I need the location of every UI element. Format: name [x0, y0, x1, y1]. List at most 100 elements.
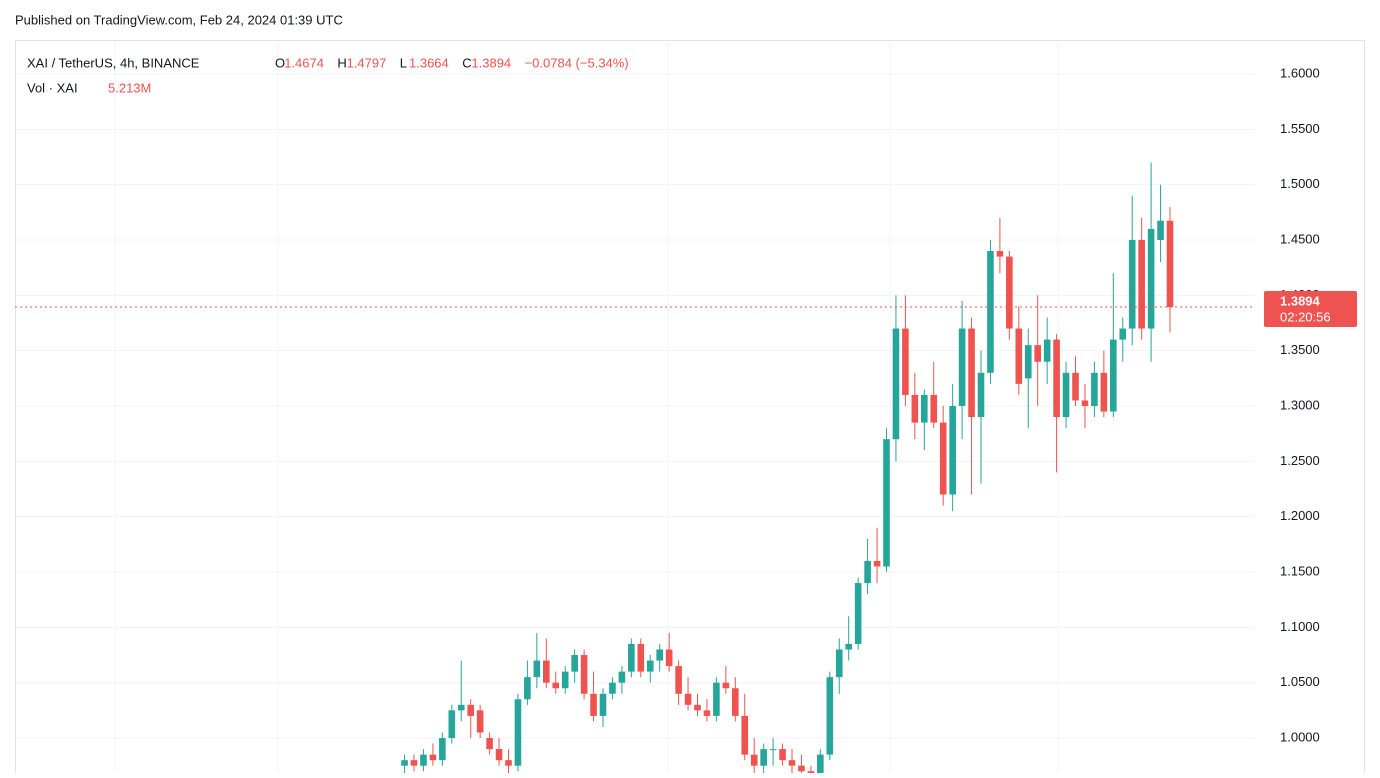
candle-body [1166, 220, 1174, 308]
candle-body [996, 251, 1004, 257]
publish-note: Published on TradingView.com, Feb 24, 20… [15, 12, 343, 27]
candle-body [713, 682, 720, 716]
candle-body [1024, 345, 1032, 379]
candle-body [1034, 345, 1041, 362]
candle-body [505, 760, 512, 766]
candle-body [883, 439, 890, 567]
candle-body [722, 682, 730, 689]
candle-body [495, 749, 503, 761]
candle-body [533, 660, 541, 678]
y-tick-label: 1.5500 [1280, 121, 1320, 136]
y-tick-label: 1.0000 [1280, 729, 1320, 744]
y-tick-label: 1.2000 [1280, 508, 1320, 523]
ohlc-key: L [400, 55, 407, 70]
countdown: 02:20:56 [1280, 309, 1331, 324]
candle-body [694, 704, 701, 711]
candle-body [732, 688, 739, 716]
candle-body [656, 649, 663, 661]
candle-body [599, 693, 607, 716]
candle-body [939, 422, 947, 495]
candle-body [646, 660, 654, 672]
candle-body [675, 666, 682, 694]
candle-body [410, 760, 418, 766]
candle-body [1053, 339, 1060, 418]
candle-body [1006, 256, 1013, 329]
candle-body [958, 328, 966, 407]
candle-body [1147, 228, 1155, 329]
ohlc-key: C [462, 55, 471, 70]
candle-body [826, 677, 834, 755]
candle-body [807, 771, 815, 773]
last-price-label: 1.3894 [1280, 293, 1321, 308]
candle-body [486, 738, 493, 750]
candle-body [779, 749, 786, 761]
candle-body [1100, 372, 1108, 412]
candle-body [429, 754, 437, 761]
ohlc-key: O [275, 55, 285, 70]
ohlc-value: 1.4674 [284, 55, 324, 70]
y-tick-label: 1.1000 [1280, 619, 1320, 634]
ohlc-value: 1.3664 [409, 55, 449, 70]
y-tick-label: 1.1500 [1280, 563, 1320, 578]
y-tick-label: 1.0500 [1280, 674, 1320, 689]
candle-body [476, 710, 484, 733]
candle-body [921, 394, 928, 423]
candle-body [968, 328, 975, 418]
candle-body [750, 754, 758, 766]
candle-body [580, 655, 588, 694]
legend: XAI / TetherUS, 4h, BINANCE Vol · XAI 5.… [27, 55, 629, 95]
y-tick-label: 1.4500 [1280, 231, 1320, 246]
candle-body [741, 715, 749, 755]
candle-body [401, 760, 408, 766]
change: −0.0784 (−5.34%) [525, 55, 629, 70]
candle-body [902, 328, 909, 395]
candle-body [561, 671, 569, 689]
candle-body [448, 710, 456, 739]
candle-body [703, 710, 711, 716]
candle-body [628, 643, 635, 672]
candle-body [665, 649, 673, 667]
candles [15, 162, 1255, 773]
candle-body [835, 649, 843, 678]
candle-body [1128, 239, 1136, 329]
candle-body [467, 704, 474, 716]
y-tick-label: 1.3500 [1280, 342, 1320, 357]
candle-body [1072, 372, 1079, 401]
candle-body [977, 372, 985, 418]
candle-body [817, 754, 824, 773]
candle-body [1119, 328, 1127, 340]
candle-body [864, 560, 871, 584]
candle-body [760, 749, 767, 766]
volume-value: 5.213M [108, 80, 151, 95]
volume-label: Vol · XAI [27, 80, 78, 95]
candle-body [1157, 220, 1164, 240]
ohlc-value: 1.3894 [471, 55, 511, 70]
candle-body [420, 754, 427, 766]
symbol: XAI / TetherUS, 4h, BINANCE [27, 55, 200, 70]
candle-body [854, 583, 862, 644]
candle-body [524, 677, 531, 700]
candle-body [1091, 372, 1098, 407]
chart-frame [15, 40, 1365, 778]
candle-body [769, 749, 777, 751]
y-tick-label: 1.3000 [1280, 397, 1320, 412]
candle-body [514, 699, 522, 766]
candle-body [892, 328, 900, 440]
candle-body [684, 693, 692, 705]
candle-body [949, 406, 956, 495]
candle-body [798, 765, 805, 772]
candle-body [911, 394, 919, 423]
candle-body [552, 682, 560, 689]
candle-body [543, 660, 550, 683]
candle-body [845, 643, 852, 650]
candle-body [1062, 372, 1070, 418]
candle-body [1081, 400, 1089, 407]
y-tick-label: 1.2500 [1280, 453, 1320, 468]
candle-body [590, 693, 597, 716]
ohlc-key: H [337, 55, 346, 70]
candle-body [1015, 328, 1023, 384]
ohlc-value: 1.4797 [347, 55, 387, 70]
last-price-box [1264, 291, 1357, 328]
candle-body [1138, 239, 1145, 329]
